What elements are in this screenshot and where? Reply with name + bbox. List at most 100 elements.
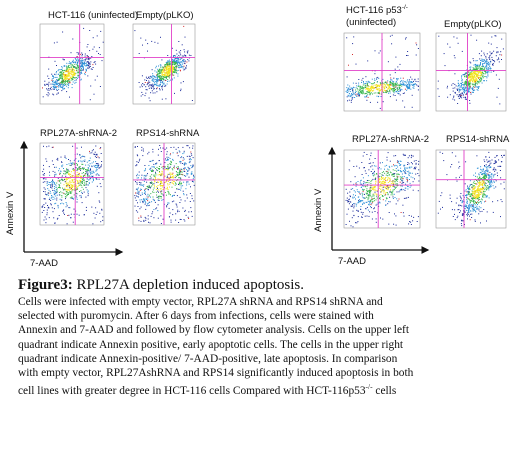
dot	[407, 86, 409, 88]
dot	[71, 179, 73, 181]
dot	[350, 101, 352, 103]
dot	[362, 93, 364, 95]
dot	[378, 90, 380, 92]
dot	[349, 96, 351, 98]
dot	[134, 146, 136, 148]
dot	[178, 67, 180, 69]
dot	[454, 209, 456, 211]
dot	[87, 169, 89, 171]
dot	[98, 192, 100, 194]
dot	[380, 191, 382, 193]
dot	[51, 160, 53, 162]
dot	[498, 58, 500, 60]
dot	[364, 185, 366, 187]
dot	[186, 155, 188, 157]
dot	[157, 77, 159, 79]
dot	[138, 181, 140, 183]
dot	[173, 167, 175, 169]
dot	[160, 163, 162, 165]
dot	[489, 58, 491, 60]
flow-plot	[435, 32, 507, 112]
dot	[172, 195, 174, 196]
dot	[379, 93, 381, 95]
dot	[395, 89, 397, 90]
dot	[477, 88, 479, 89]
dot	[191, 167, 193, 169]
dot	[169, 62, 171, 63]
dot	[148, 184, 150, 186]
dot	[172, 71, 174, 73]
dot	[75, 77, 77, 78]
dot	[358, 90, 360, 92]
dot	[79, 69, 81, 71]
dot	[468, 86, 470, 88]
dot	[169, 172, 171, 174]
dot	[160, 151, 162, 152]
dot	[392, 186, 394, 187]
dot	[353, 205, 355, 207]
dot	[184, 63, 186, 64]
dot	[74, 61, 76, 63]
dot	[176, 70, 178, 72]
dot	[60, 85, 62, 87]
dot	[73, 68, 74, 70]
dot	[174, 63, 176, 65]
dot	[355, 198, 356, 200]
dot	[73, 61, 75, 63]
dot	[101, 208, 103, 210]
dot	[371, 85, 373, 87]
dot	[143, 219, 145, 221]
dot	[409, 84, 411, 86]
dot	[378, 84, 380, 86]
dot	[167, 70, 169, 72]
dot	[367, 81, 369, 83]
dot	[151, 174, 153, 176]
dot	[71, 190, 73, 192]
dot	[149, 187, 151, 189]
dot	[407, 87, 409, 89]
dot	[387, 61, 389, 63]
dot	[385, 192, 387, 194]
dot	[63, 209, 65, 211]
dot	[54, 222, 56, 224]
dot	[159, 71, 161, 73]
dot	[410, 81, 412, 83]
dot	[154, 84, 156, 86]
dot	[62, 74, 64, 76]
dot	[61, 178, 63, 180]
dot	[465, 74, 467, 76]
dot	[172, 176, 174, 178]
dot	[451, 201, 453, 203]
dot	[443, 53, 445, 55]
dot	[472, 90, 474, 91]
dot	[84, 60, 86, 62]
dot	[394, 178, 396, 180]
dot	[169, 163, 171, 165]
dot	[169, 186, 170, 188]
dot	[86, 58, 88, 60]
dot	[185, 167, 186, 169]
dot	[490, 43, 492, 45]
dot	[370, 187, 372, 189]
dot	[379, 201, 381, 203]
dot	[180, 170, 181, 172]
dot	[361, 88, 362, 90]
dot	[162, 185, 164, 186]
dot	[75, 163, 77, 164]
dot	[372, 186, 374, 188]
dot	[54, 85, 56, 87]
dot	[386, 192, 388, 194]
dot	[482, 183, 484, 185]
dot	[179, 56, 181, 58]
dot	[76, 56, 78, 58]
dot	[151, 40, 153, 42]
dot	[467, 82, 469, 84]
dot	[446, 87, 448, 89]
dot	[75, 67, 77, 69]
dot	[70, 65, 72, 67]
dot	[161, 180, 163, 182]
dot	[452, 216, 454, 217]
dot	[455, 155, 457, 157]
dot	[149, 77, 151, 79]
dot	[162, 89, 163, 91]
